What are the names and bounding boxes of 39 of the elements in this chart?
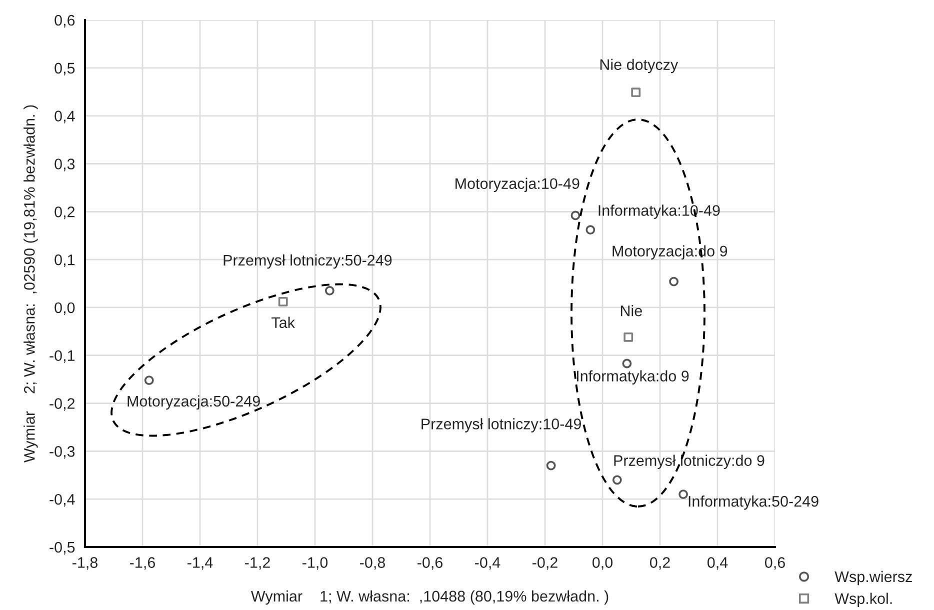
legend-label: Wsp.kol.	[834, 592, 892, 608]
x-tick-label: -0,2	[532, 557, 558, 570]
x-tick-label: -1,8	[72, 557, 98, 570]
y-tick-label: 0,2	[54, 206, 75, 220]
x-tick-label: -1,6	[130, 557, 155, 570]
y-tick-label: 0,5	[54, 62, 75, 76]
y-tick-label: 0,6	[54, 14, 75, 28]
y-tick-label: -0,4	[50, 494, 75, 507]
y-tick-label: -0,5	[50, 542, 75, 554]
annotation: Nie	[620, 305, 642, 316]
x-tick-label: -0,6	[418, 557, 442, 570]
y-tick-label: 0,4	[54, 110, 75, 124]
annotation: Informatyka:50-249	[688, 496, 818, 510]
x-tick-label: 0,2	[650, 557, 670, 570]
x-tick-label: 0,4	[707, 557, 728, 570]
y-tick-label: -0,1	[50, 350, 75, 363]
y-tick-label: -0,3	[50, 446, 75, 459]
legend-label: Wsp.wiersz	[834, 570, 912, 586]
annotation: Nie dotyczy	[600, 58, 678, 74]
x-tick-label: -1,0	[302, 557, 328, 570]
y-axis-title: Wymiar 2; W. własna: ,02590 (19,81% bezwładn. )	[24, 105, 38, 463]
annotation: Przemysł lotniczy:10-49	[422, 418, 581, 432]
x-tick-label: 0,0	[592, 557, 613, 570]
annotation: Motoryzacja:10-49	[456, 178, 580, 192]
annotation: Przemysł lotniczy:50-249	[224, 254, 392, 269]
y-tick-label: 0,3	[54, 158, 75, 172]
annotation: Przemysł lotniczy:do 9	[614, 454, 764, 469]
x-tick-label: 0,6	[764, 557, 785, 570]
x-tick-label: -0,8	[360, 557, 385, 570]
x-axis-title: Wymiar 1; W. własna: ,10488 (80,19% bezwładn. )	[250, 590, 608, 605]
x-tick-label: -1,4	[188, 557, 213, 570]
y-tick-label: -0,2	[50, 398, 75, 411]
y-tick-label: 0,1	[54, 254, 75, 268]
annotation: Informatyka:do 9	[577, 370, 689, 385]
annotation: Motoryzacja:50-249	[128, 395, 260, 410]
y-tick-label: 0,0	[54, 302, 75, 315]
x-tick-label: -0,4	[475, 557, 500, 570]
annotation: Tak	[272, 316, 295, 328]
x-tick-label: -1,2	[245, 557, 270, 570]
